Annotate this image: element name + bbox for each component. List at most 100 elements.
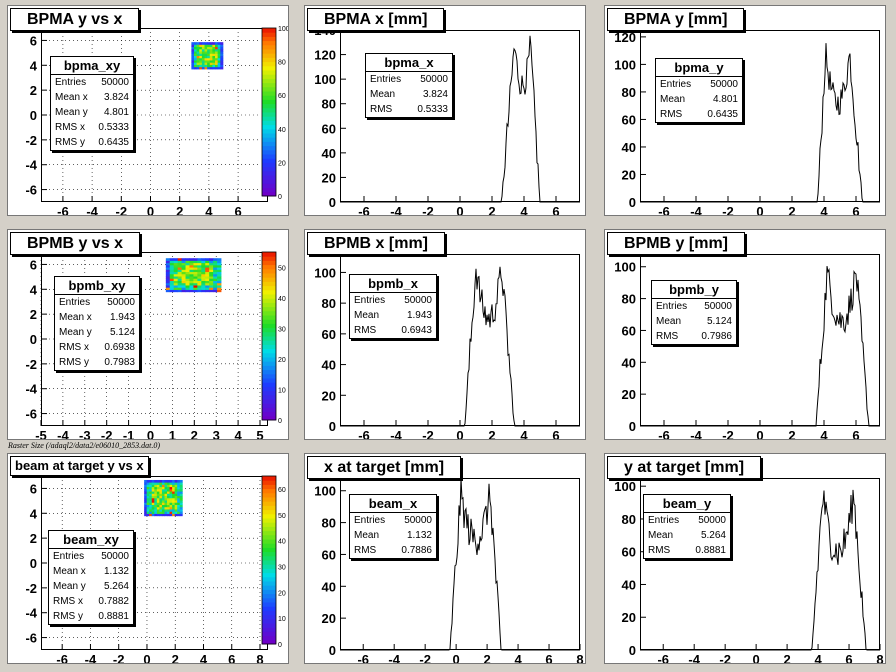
heatmap-cell (181, 285, 186, 288)
heatmap-cell (191, 64, 195, 68)
y-tick-label: 2 (30, 531, 37, 546)
x-tick-label: -4 (688, 652, 700, 664)
heatmap-cell (156, 504, 160, 508)
color-scale-band (262, 256, 276, 261)
stats-value: 0.6938 (104, 342, 135, 353)
heatmap-cell (220, 55, 224, 59)
heatmap-cell (151, 491, 155, 494)
heatmap-cell (177, 280, 182, 284)
stats-value: 50000 (101, 551, 129, 562)
x-tick-label: -3 (79, 428, 91, 440)
heatmap-cell (205, 289, 210, 293)
color-scale-band (262, 476, 276, 481)
heatmap-cell (156, 488, 160, 492)
color-scale-band (262, 166, 276, 172)
heatmap-cell (209, 285, 214, 288)
heatmap-cell (217, 60, 221, 63)
heatmap-cell (161, 493, 165, 497)
heatmap-cell (177, 504, 181, 508)
heatmap-cell (204, 64, 208, 68)
color-scale-band (262, 65, 276, 71)
heatmap-cell (197, 262, 202, 266)
color-scale-band (262, 631, 276, 637)
heatmap-cell (144, 479, 148, 483)
heatmap-cell (165, 258, 171, 261)
stats-value: 1.132 (103, 566, 129, 577)
heatmap-cell (146, 479, 150, 483)
y-tick-label: 100 (614, 479, 636, 494)
z-tick-label: 40 (278, 296, 286, 303)
heatmap-cell (220, 57, 224, 61)
stats-label: Mean y (59, 327, 92, 338)
heatmap-cell (201, 269, 206, 273)
stats-value: 50000 (698, 515, 726, 526)
z-tick-label: 10 (278, 387, 286, 394)
heatmap-cell (165, 262, 171, 266)
color-scale-band (262, 331, 276, 337)
heatmap-cell (151, 504, 155, 508)
heatmap-cell (189, 267, 194, 270)
y-tick-label: 40 (322, 579, 336, 594)
heatmap-cell (146, 486, 150, 490)
heatmap-cell (185, 264, 190, 268)
heatmap-cell (213, 287, 218, 290)
stats-label: Mean (660, 94, 686, 105)
heatmap-cell (191, 57, 195, 61)
heatmap-cell (156, 511, 160, 514)
heatmap-cell (197, 260, 202, 264)
y-tick-label: 80 (622, 292, 636, 307)
heatmap-cell (146, 493, 150, 497)
color-scale-band (262, 411, 276, 417)
heatmap-cell (174, 484, 178, 488)
x-tick-label: 2 (788, 204, 795, 216)
heatmap-cell (185, 287, 190, 290)
color-scale-band (262, 365, 276, 371)
heatmap-cell (204, 44, 208, 48)
heatmap-cell (191, 48, 195, 52)
x-tick-label: 4 (205, 204, 213, 216)
stats-box: bpmb_x Entries 50000 Mean 1.943 RMS 0.6943 (349, 274, 437, 339)
heatmap-cell (213, 271, 218, 275)
heatmap-cell (179, 506, 183, 510)
stats-box: beam_x Entries 50000 Mean 1.132 RMS 0.7886 (349, 494, 437, 559)
color-scale-band (262, 581, 276, 586)
stats-value: 0.6435 (707, 109, 738, 120)
heatmap-cell (194, 46, 198, 50)
color-scale-band (262, 505, 276, 511)
heatmap-cell (191, 53, 195, 56)
color-scale-band (262, 70, 276, 75)
heatmap-cell (189, 278, 194, 281)
heatmap-cell (191, 51, 195, 54)
heatmap-cell (205, 260, 210, 264)
stats-table: Entries 50000 Mean 1.943 RMS 0.6943 (350, 293, 436, 338)
heatmap-cell (146, 513, 150, 517)
heatmap-cell (173, 271, 179, 275)
stats-label: Entries (354, 515, 386, 526)
color-scale-band (262, 302, 276, 308)
heatmap-cell (165, 260, 171, 264)
heatmap-cell (169, 488, 173, 492)
heatmap-cell (189, 276, 194, 279)
stats-title: bpmb_y (652, 281, 736, 299)
heatmap-cell (217, 46, 221, 50)
heatmap-cell (204, 48, 208, 52)
stats-row: Mean 5.124 (652, 314, 736, 329)
heatmap-cell (174, 504, 178, 508)
color-scale-band (262, 480, 276, 485)
heatmap-cell (159, 486, 163, 490)
heatmap-cell (169, 500, 173, 503)
x-tick-label: 2 (488, 428, 495, 440)
y-tick-label: 60 (322, 121, 336, 136)
heatmap-cell (194, 44, 198, 48)
x-tick-label: -4 (690, 428, 702, 440)
heatmap-cell (215, 66, 219, 70)
stats-title: bpma_xy (51, 57, 133, 75)
x-tick-label: 6 (852, 428, 859, 440)
heatmap-cell (196, 62, 200, 65)
heatmap-cell (172, 479, 176, 483)
heatmap-cell (217, 285, 222, 288)
heatmap-cell (151, 493, 155, 497)
stats-row: Mean 3.824 (366, 87, 452, 102)
stats-value: 0.8881 (695, 545, 726, 556)
heatmap-cell (154, 500, 158, 503)
